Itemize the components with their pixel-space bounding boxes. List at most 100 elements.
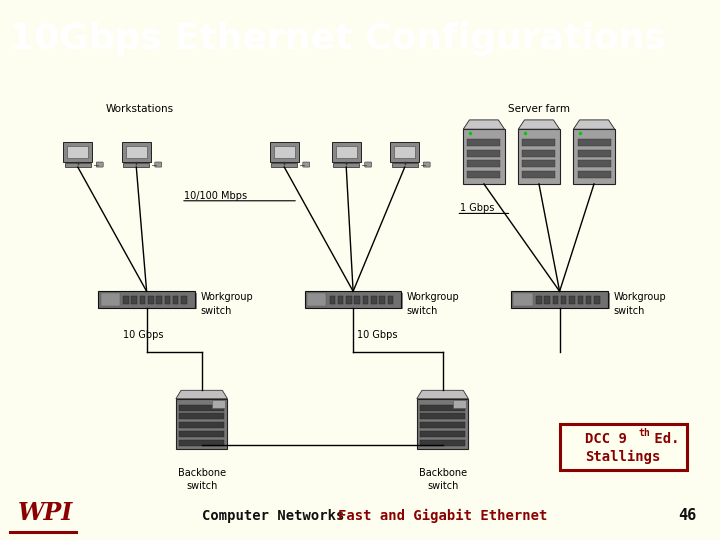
FancyBboxPatch shape [577, 160, 611, 167]
FancyBboxPatch shape [467, 171, 500, 178]
Text: Workgroup
switch: Workgroup switch [200, 292, 253, 315]
FancyBboxPatch shape [332, 142, 361, 162]
FancyBboxPatch shape [570, 296, 575, 304]
Text: 10 Gbps: 10 Gbps [122, 329, 163, 340]
Text: Server farm: Server farm [508, 104, 570, 114]
FancyBboxPatch shape [523, 150, 556, 157]
Text: Backbone
switch: Backbone switch [418, 468, 467, 491]
Polygon shape [573, 120, 615, 129]
FancyBboxPatch shape [179, 440, 224, 446]
FancyBboxPatch shape [140, 296, 145, 304]
FancyBboxPatch shape [333, 163, 359, 167]
FancyBboxPatch shape [467, 139, 500, 146]
FancyBboxPatch shape [132, 296, 137, 304]
Polygon shape [463, 120, 505, 129]
FancyBboxPatch shape [467, 150, 500, 157]
FancyBboxPatch shape [371, 296, 377, 304]
FancyBboxPatch shape [518, 129, 559, 184]
Text: Workgroup
switch: Workgroup switch [407, 292, 459, 315]
FancyBboxPatch shape [179, 404, 224, 410]
FancyBboxPatch shape [65, 163, 91, 167]
Text: Backbone
switch: Backbone switch [178, 468, 226, 491]
Polygon shape [417, 390, 469, 399]
Text: Workgroup
switch: Workgroup switch [613, 292, 666, 315]
FancyBboxPatch shape [523, 160, 556, 167]
FancyBboxPatch shape [330, 296, 336, 304]
FancyBboxPatch shape [307, 293, 403, 309]
FancyBboxPatch shape [454, 401, 466, 408]
FancyBboxPatch shape [354, 296, 360, 304]
FancyBboxPatch shape [420, 422, 465, 428]
FancyBboxPatch shape [176, 399, 228, 449]
FancyBboxPatch shape [126, 146, 147, 158]
FancyBboxPatch shape [99, 292, 195, 308]
FancyBboxPatch shape [274, 146, 294, 158]
Text: Workstations: Workstations [105, 104, 174, 114]
FancyBboxPatch shape [179, 422, 224, 428]
FancyBboxPatch shape [420, 404, 465, 410]
FancyBboxPatch shape [561, 296, 567, 304]
FancyBboxPatch shape [577, 171, 611, 178]
FancyBboxPatch shape [463, 129, 505, 184]
FancyBboxPatch shape [63, 142, 92, 162]
FancyBboxPatch shape [420, 431, 465, 437]
FancyBboxPatch shape [513, 293, 610, 309]
FancyBboxPatch shape [395, 146, 415, 158]
FancyBboxPatch shape [553, 296, 558, 304]
FancyBboxPatch shape [123, 163, 149, 167]
FancyBboxPatch shape [420, 414, 465, 420]
FancyBboxPatch shape [336, 146, 356, 158]
Polygon shape [518, 120, 559, 129]
Text: Stallings: Stallings [585, 449, 661, 463]
Text: WPI: WPI [18, 502, 73, 525]
FancyBboxPatch shape [511, 292, 608, 308]
Text: 10 Gbps: 10 Gbps [356, 329, 397, 340]
Text: 10Gbps Ethernet Configurations: 10Gbps Ethernet Configurations [9, 22, 665, 56]
FancyBboxPatch shape [122, 142, 150, 162]
FancyBboxPatch shape [148, 296, 153, 304]
Text: Ed.: Ed. [647, 432, 680, 446]
FancyBboxPatch shape [387, 296, 393, 304]
FancyBboxPatch shape [379, 296, 384, 304]
FancyBboxPatch shape [179, 414, 224, 420]
FancyBboxPatch shape [307, 293, 326, 307]
FancyBboxPatch shape [173, 296, 179, 304]
Polygon shape [176, 390, 228, 399]
FancyBboxPatch shape [559, 424, 687, 470]
FancyBboxPatch shape [392, 163, 418, 167]
FancyBboxPatch shape [338, 296, 343, 304]
Text: 46: 46 [678, 508, 697, 523]
FancyBboxPatch shape [303, 162, 310, 167]
FancyBboxPatch shape [156, 296, 162, 304]
FancyBboxPatch shape [417, 399, 469, 449]
Text: th: th [639, 428, 650, 438]
FancyBboxPatch shape [523, 139, 556, 146]
FancyBboxPatch shape [467, 160, 500, 167]
FancyBboxPatch shape [271, 163, 297, 167]
FancyBboxPatch shape [346, 296, 352, 304]
FancyBboxPatch shape [423, 162, 430, 167]
FancyBboxPatch shape [270, 142, 299, 162]
FancyBboxPatch shape [390, 142, 419, 162]
Text: Computer Networks: Computer Networks [202, 509, 344, 523]
FancyBboxPatch shape [363, 296, 368, 304]
FancyBboxPatch shape [586, 296, 591, 304]
FancyBboxPatch shape [181, 296, 186, 304]
FancyBboxPatch shape [96, 162, 103, 167]
FancyBboxPatch shape [573, 129, 615, 184]
FancyBboxPatch shape [536, 296, 541, 304]
FancyBboxPatch shape [155, 162, 162, 167]
FancyBboxPatch shape [577, 139, 611, 146]
FancyBboxPatch shape [513, 293, 533, 307]
FancyBboxPatch shape [577, 150, 611, 157]
FancyBboxPatch shape [212, 401, 225, 408]
Text: 1 Gbps: 1 Gbps [460, 203, 494, 213]
FancyBboxPatch shape [365, 162, 372, 167]
FancyBboxPatch shape [305, 292, 401, 308]
FancyBboxPatch shape [68, 146, 88, 158]
FancyBboxPatch shape [164, 296, 170, 304]
FancyBboxPatch shape [577, 296, 583, 304]
Text: Fast and Gigabit Ethernet: Fast and Gigabit Ethernet [338, 509, 548, 523]
FancyBboxPatch shape [420, 440, 465, 446]
FancyBboxPatch shape [101, 293, 120, 307]
